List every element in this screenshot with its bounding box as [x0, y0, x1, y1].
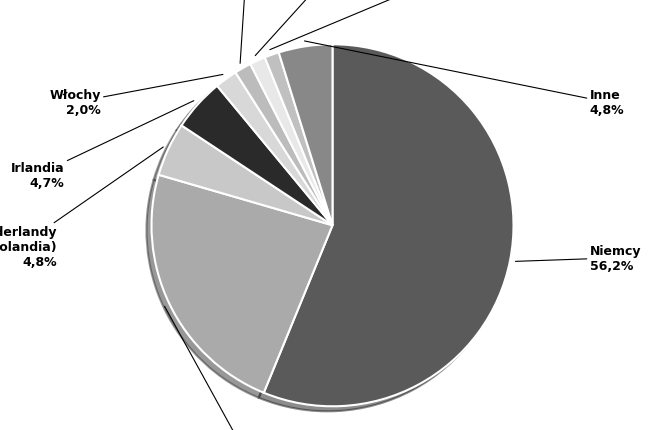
Text: Wielka Brytania
23,3%: Wielka Brytania 23,3%	[164, 307, 325, 430]
Wedge shape	[152, 175, 332, 393]
Wedge shape	[217, 73, 332, 226]
Wedge shape	[264, 45, 513, 406]
Wedge shape	[250, 58, 332, 226]
Text: Francja
1,5%: Francja 1,5%	[220, 0, 271, 64]
Text: Włochy
2,0%: Włochy 2,0%	[49, 75, 223, 117]
Wedge shape	[279, 45, 332, 226]
Wedge shape	[159, 126, 332, 226]
Text: Irlandia
4,7%: Irlandia 4,7%	[11, 101, 194, 189]
Wedge shape	[182, 86, 332, 226]
Text: Niemcy
56,2%: Niemcy 56,2%	[515, 244, 641, 272]
Wedge shape	[235, 65, 332, 226]
Text: Niderlandy
(Holandia)
4,8%: Niderlandy (Holandia) 4,8%	[0, 147, 164, 269]
Wedge shape	[265, 53, 332, 226]
Text: Norwegia
1,3%: Norwegia 1,3%	[270, 0, 471, 51]
Text: Inne
4,8%: Inne 4,8%	[305, 42, 624, 117]
Text: Austria
1,4%: Austria 1,4%	[255, 0, 372, 56]
